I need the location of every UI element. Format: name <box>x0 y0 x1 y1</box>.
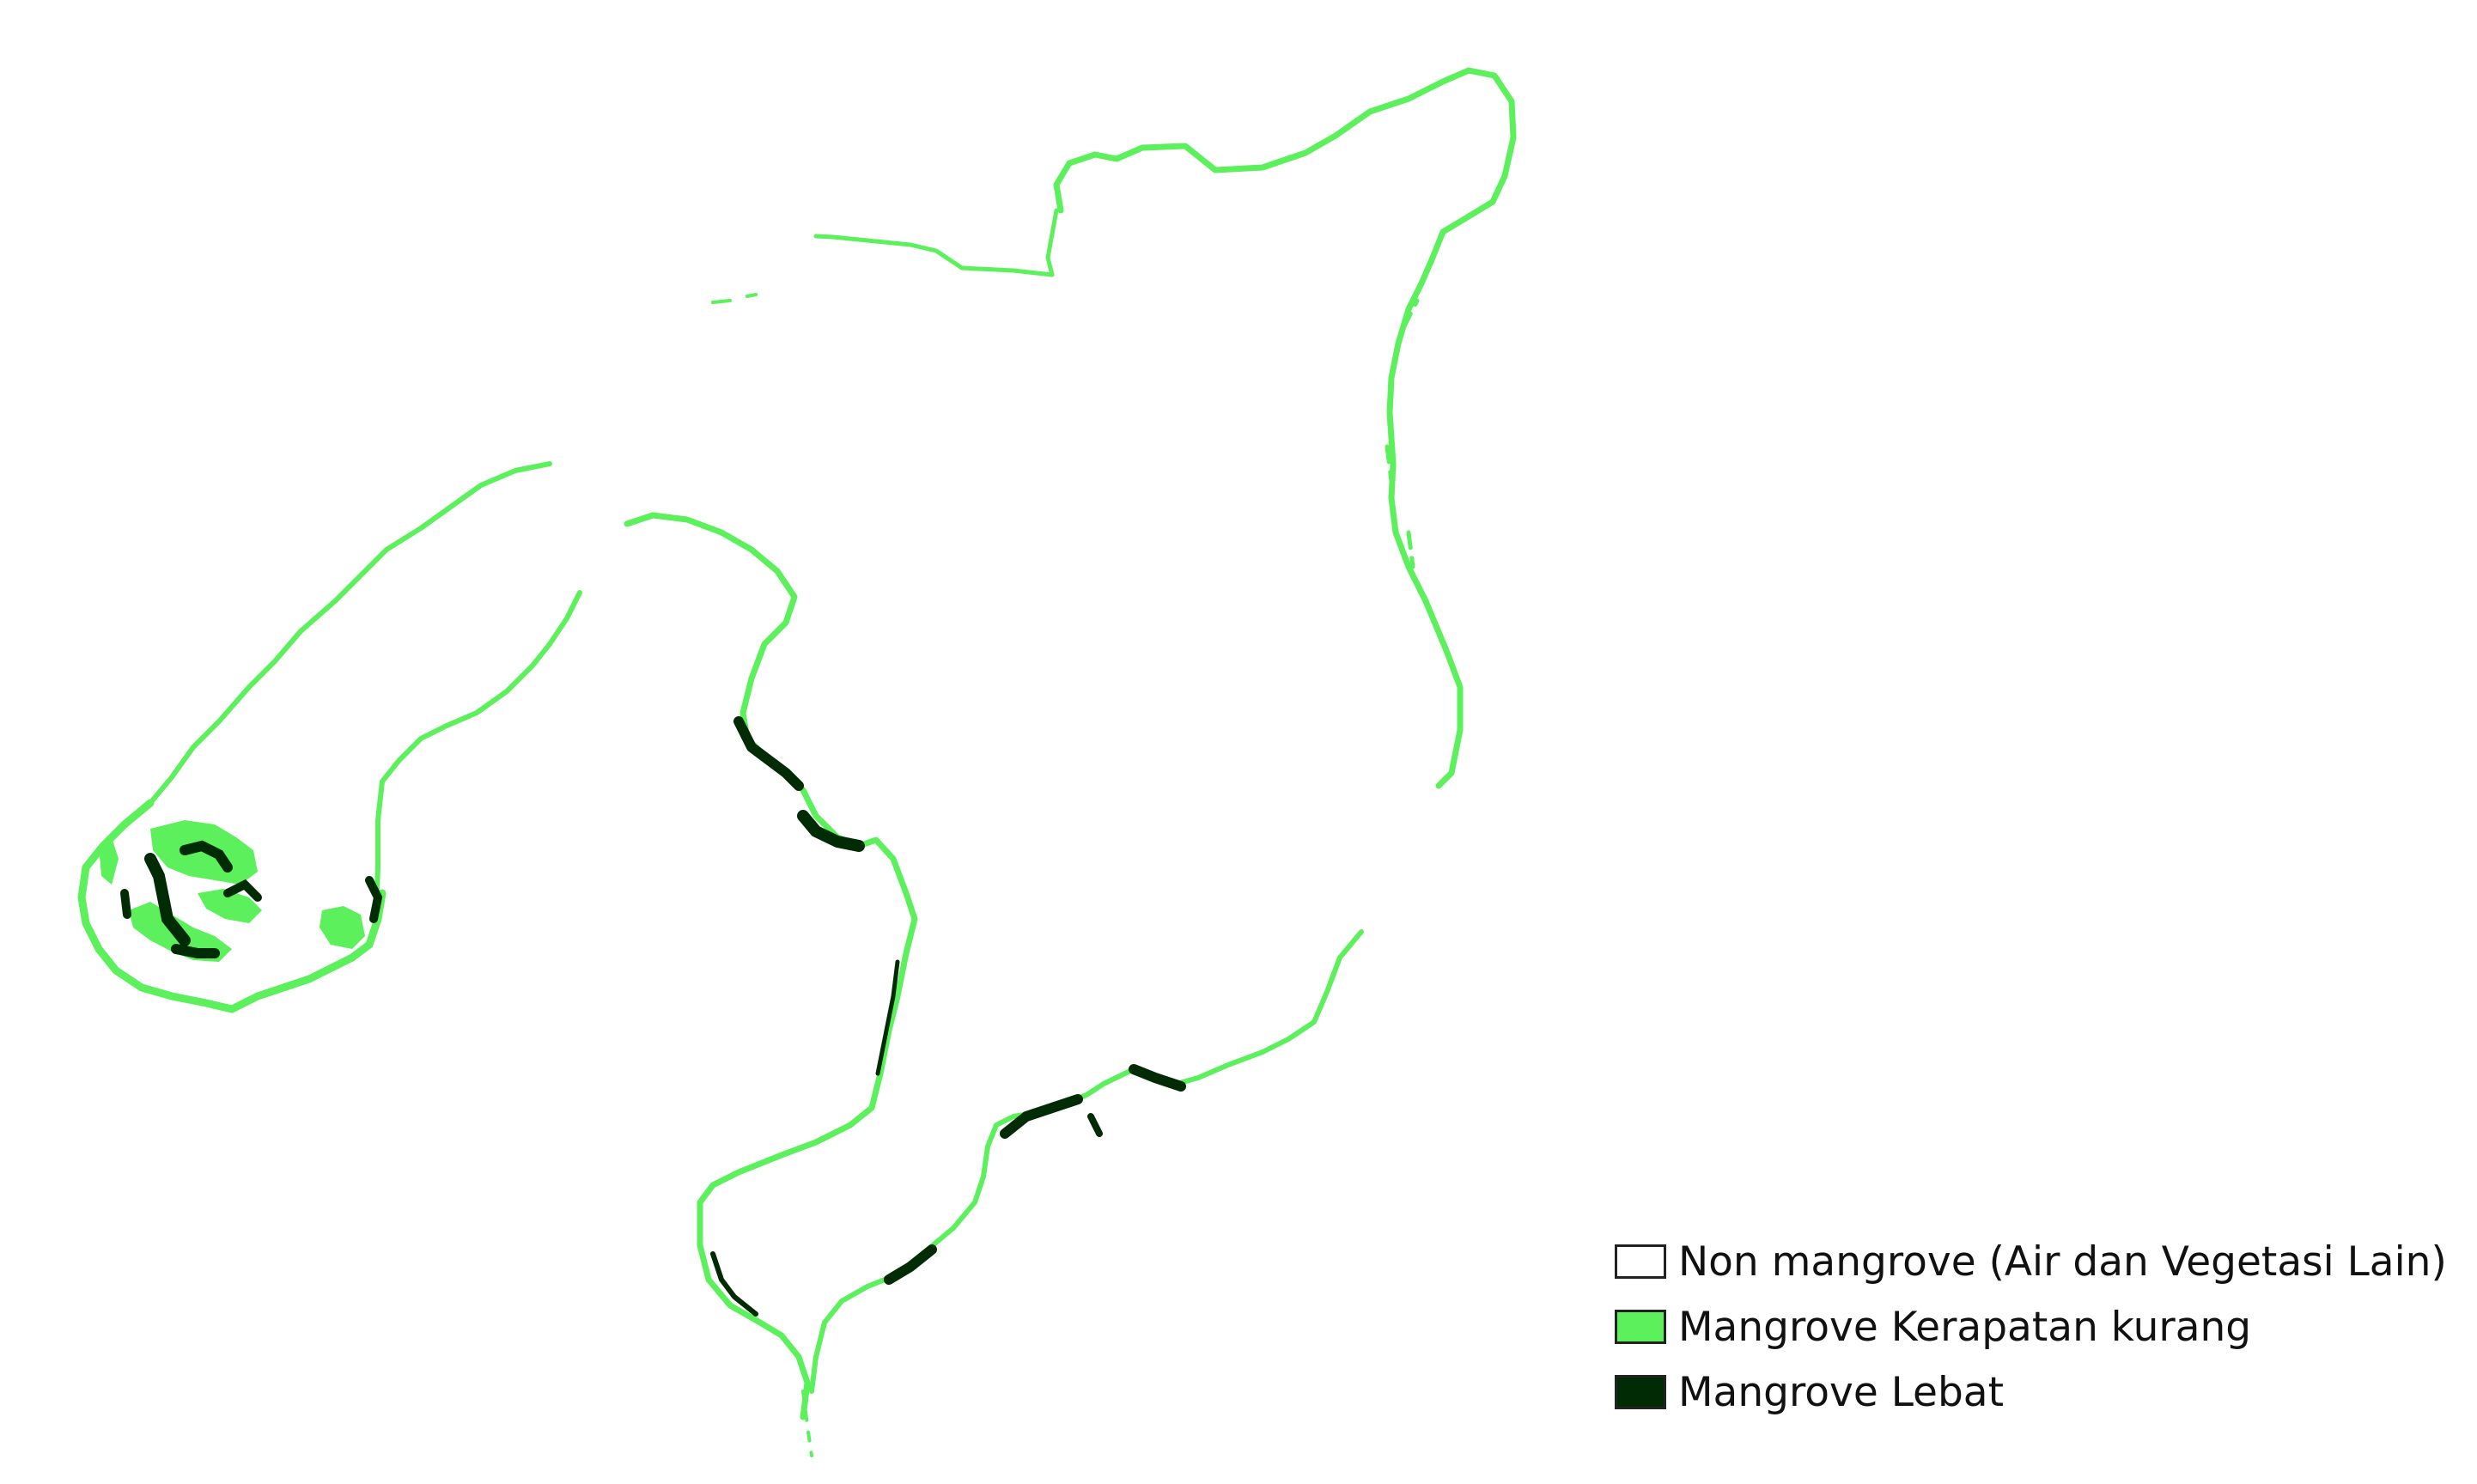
lagoon-sparse-patch-4 <box>320 906 365 949</box>
legend-label-non-mangrove: Non mangrove (Air dan Vegetasi Lain) <box>1678 1238 2447 1286</box>
legend-item-sparse-mangrove: Mangrove Kerapatan kurang <box>1615 1302 2447 1352</box>
west-lobe-coast <box>374 590 582 913</box>
legend-swatch-non-mangrove <box>1615 1244 1666 1279</box>
legend-swatch-sparse-mangrove <box>1615 1310 1666 1344</box>
north-coast <box>813 208 1059 277</box>
estuary-inner-coast <box>624 512 918 1420</box>
lagoon-dense-1 <box>144 853 191 946</box>
lagoon-dense-3 <box>171 944 220 958</box>
estuary-dense-lower <box>710 1251 758 1317</box>
northeast-coast <box>1053 67 1517 789</box>
legend-item-non-mangrove: Non mangrove (Air dan Vegetasi Lain) <box>1615 1237 2447 1286</box>
estuary-dense-south-3 <box>1129 1064 1186 1092</box>
estuary-dense-west-bank <box>875 959 900 1076</box>
estuary-dense-south-1 <box>884 1244 937 1285</box>
lagoon-dense-6 <box>365 876 383 923</box>
east-coast-fragments <box>1385 298 1420 569</box>
legend-label-sparse-mangrove: Mangrove Kerapatan kurang <box>1678 1303 2252 1351</box>
legend-label-dense-mangrove: Mangrove Lebat <box>1678 1368 2005 1416</box>
estuary-dense-upper <box>733 716 804 791</box>
northwest-coast <box>148 461 552 806</box>
dense-mangrove-estuary <box>710 716 1186 1317</box>
lagoon-outline <box>77 799 386 1013</box>
estuary-dense-south-4 <box>1087 1113 1103 1137</box>
legend-item-dense-mangrove: Mangrove Lebat <box>1615 1367 2447 1417</box>
sparse-mangrove-coastline <box>148 67 1517 1457</box>
estuary-dense-bend <box>797 810 865 852</box>
lagoon-sparse-patch-5 <box>99 837 119 885</box>
north-coast-fragment <box>711 293 758 304</box>
lagoon-sparse-patch-3 <box>198 889 262 923</box>
lagoon-dense-2 <box>180 840 233 873</box>
map-legend: Non mangrove (Air dan Vegetasi Lain) Man… <box>1615 1237 2447 1432</box>
west-lagoon-mangroves <box>77 799 386 1013</box>
lagoon-dense-4 <box>223 879 262 902</box>
estuary-dense-south-2 <box>1000 1094 1083 1139</box>
legend-swatch-dense-mangrove <box>1615 1375 1666 1409</box>
lagoon-dense-5 <box>120 889 131 919</box>
